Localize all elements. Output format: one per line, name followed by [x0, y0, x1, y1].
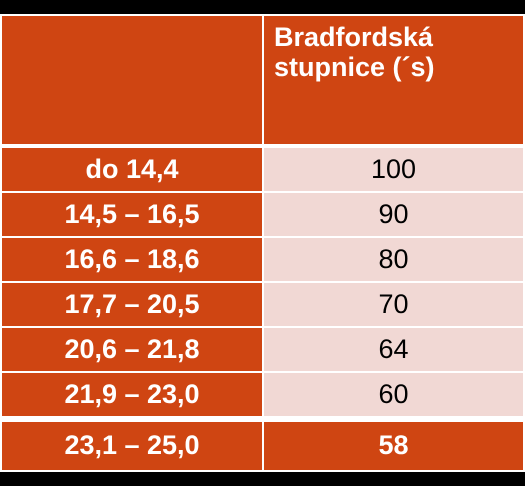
table-row-4-range: 17,7 – 20,5 — [2, 283, 262, 326]
table-row-4-value: 70 — [264, 283, 523, 326]
table-row-5-value: 64 — [264, 328, 523, 371]
table-row-6-range: 21,9 – 23,0 — [2, 373, 262, 416]
table-row-2-range: 14,5 – 16,5 — [2, 193, 262, 236]
table-row-2-value: 90 — [264, 193, 523, 236]
table-row-3-value: 80 — [264, 238, 523, 281]
bradford-table: Bradfordská stupnice (´s) do 14,4 100 14… — [0, 14, 525, 472]
table-row-1-range: do 14,4 — [2, 148, 262, 191]
table-row-5-range: 20,6 – 21,8 — [2, 328, 262, 371]
header-cell-empty — [2, 16, 262, 144]
table-row-7-value: 58 — [264, 422, 523, 470]
table-row-3-range: 16,6 – 18,6 — [2, 238, 262, 281]
table-row-1-value: 100 — [264, 148, 523, 191]
table-row-7-range: 23,1 – 25,0 — [2, 422, 262, 470]
header-cell-bradford-scale: Bradfordská stupnice (´s) — [264, 16, 523, 144]
table-row-6-value: 60 — [264, 373, 523, 416]
